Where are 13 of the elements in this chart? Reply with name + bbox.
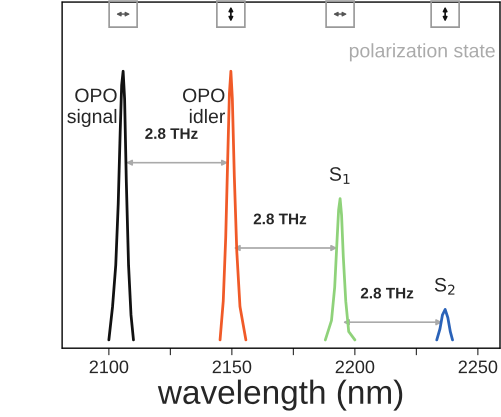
x-tick-label: 2100	[90, 360, 128, 374]
series-label: S$_{2}$	[434, 278, 454, 295]
x-axis-title: wavelength (nm)	[158, 380, 402, 411]
annotation: 2.8 THz	[145, 128, 198, 140]
x-tick-label: 2150	[212, 360, 252, 374]
annotation: 2.8 THz	[360, 288, 414, 299]
x-tick-label: 2250	[458, 360, 498, 374]
annotation: 2.8 THz	[254, 214, 306, 224]
text: polarization state	[350, 43, 495, 62]
series-label: OPO idler	[183, 88, 225, 124]
series-label: OPO signal	[67, 88, 117, 128]
x-tick-label: 2200	[336, 360, 374, 374]
series-label: S$_{1}$	[330, 167, 350, 184]
